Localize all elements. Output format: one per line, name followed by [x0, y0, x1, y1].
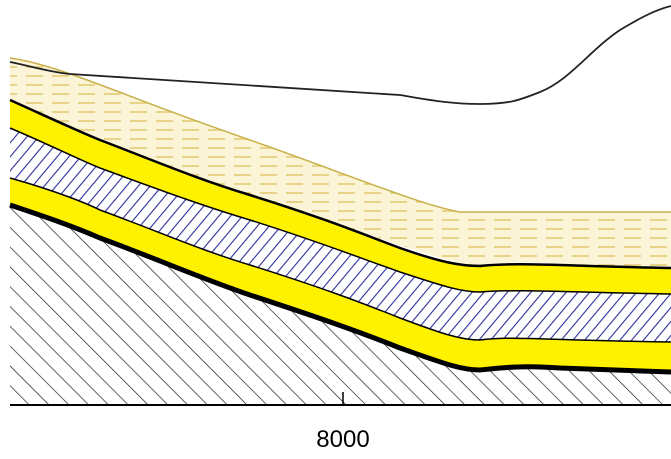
- cross-section: 8000: [0, 0, 671, 459]
- axis-tick-label: 8000: [316, 426, 369, 453]
